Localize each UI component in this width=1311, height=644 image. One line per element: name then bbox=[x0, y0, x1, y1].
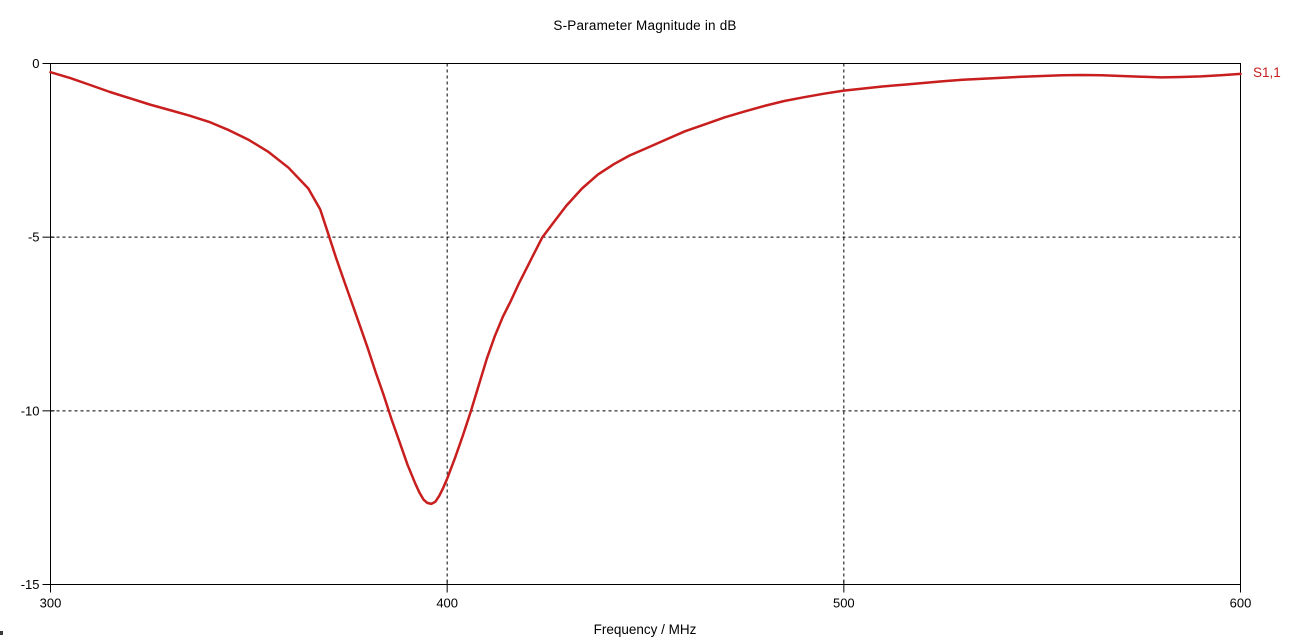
x-tick-label: 500 bbox=[833, 596, 855, 611]
plot-border bbox=[50, 63, 1241, 585]
y-tick-label: -5 bbox=[28, 230, 40, 245]
chart-title: S-Parameter Magnitude in dB bbox=[553, 18, 737, 33]
legend-s11-label: S1,1 bbox=[1253, 65, 1281, 80]
screen-artifact bbox=[0, 631, 3, 635]
y-tick-label: -10 bbox=[21, 403, 40, 418]
x-tick-label: 600 bbox=[1230, 596, 1252, 611]
x-tick-label: 300 bbox=[40, 596, 62, 611]
series-s11-curve bbox=[49, 70, 1242, 506]
y-tick-label: -15 bbox=[21, 577, 40, 592]
x-axis-title: Frequency / MHz bbox=[593, 622, 697, 637]
x-tick-label: 400 bbox=[436, 596, 458, 611]
y-tick-label: 0 bbox=[32, 56, 39, 71]
